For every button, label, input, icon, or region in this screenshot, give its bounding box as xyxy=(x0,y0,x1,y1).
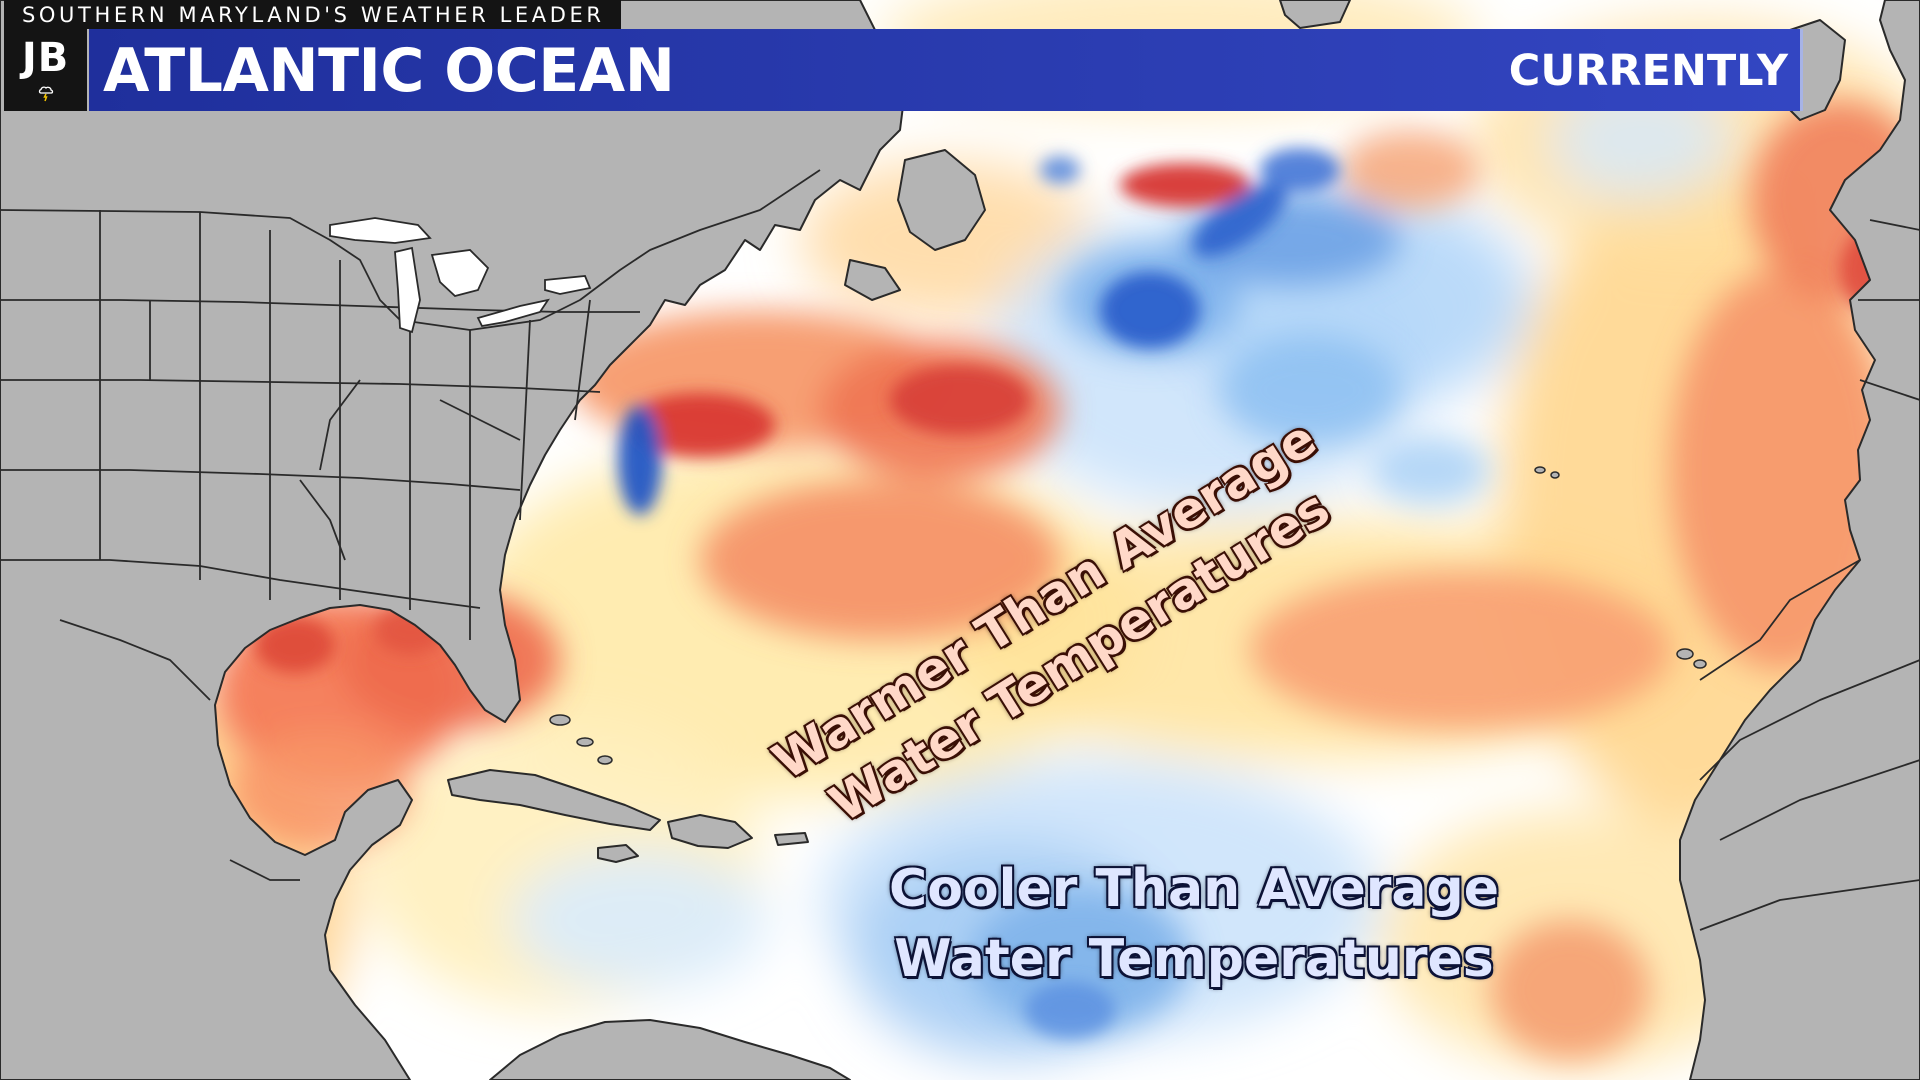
cuba xyxy=(447,769,661,831)
cool-label-line-1: Cooler Than Average xyxy=(889,859,1499,919)
station-tagline: SOUTHERN MARYLAND'S WEATHER LEADER xyxy=(4,0,621,29)
cool-anomaly-label: Cooler Than Average Water Temperatures xyxy=(889,854,1499,994)
great-lakes xyxy=(329,217,592,334)
hispaniola xyxy=(667,814,753,849)
timeframe-label: CURRENTLY xyxy=(1508,46,1788,96)
cool-label-line-2: Water Temperatures xyxy=(894,929,1494,989)
nova-scotia xyxy=(844,259,901,301)
europe-africa xyxy=(1679,0,1920,1080)
title-bar: ATLANTIC OCEAN CURRENTLY xyxy=(89,29,1803,111)
newfoundland xyxy=(897,149,986,251)
bahamas-islands xyxy=(549,466,1707,765)
storm-cloud-icon xyxy=(38,86,54,102)
page-title: ATLANTIC OCEAN xyxy=(103,36,675,106)
logo-monogram: JB xyxy=(21,35,70,81)
political-borders xyxy=(0,169,1920,931)
station-logo: JB xyxy=(4,29,87,111)
puerto-rico xyxy=(774,832,809,846)
south-america xyxy=(489,1019,851,1080)
north-america xyxy=(0,0,906,1080)
greenland-tip xyxy=(1279,0,1351,29)
jamaica xyxy=(597,844,639,863)
